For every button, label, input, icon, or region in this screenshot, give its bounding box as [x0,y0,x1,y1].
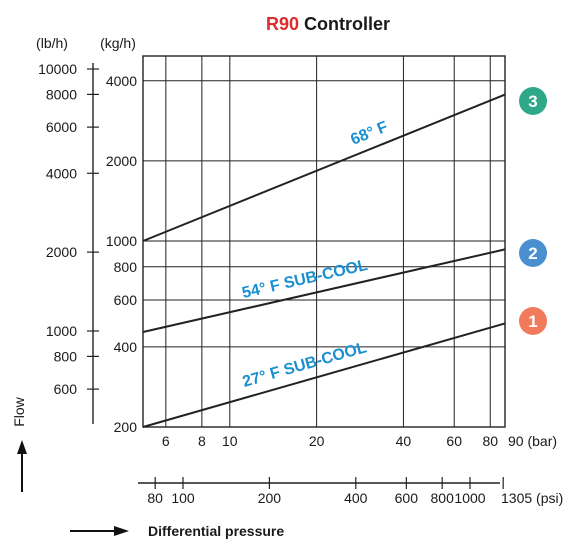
bar-tick-label: 6 [162,433,170,449]
flow-arrow-head [17,440,27,454]
kgh-tick-label: 400 [114,339,138,355]
psi-tick-label: 1000 [454,490,485,506]
svg-text:R90 Controller: R90 Controller [266,14,390,34]
bar-tick-label: 60 [446,433,462,449]
psi-tick-label: 400 [344,490,368,506]
psi-unit-label: 1305 (psi) [501,490,563,506]
bar-tick-label: 8 [198,433,206,449]
chart-title-prefix: R90 [266,14,299,34]
lbh-tick-label: 1000 [46,323,77,339]
curve-badge-number: 2 [528,244,537,263]
bar-tick-label: 20 [309,433,325,449]
kgh-tick-label: 4000 [106,73,137,89]
kgh-unit-label: (kg/h) [100,35,136,51]
curve-badge-circle [519,307,547,335]
bar-unit-label: 90 (bar) [508,433,557,449]
psi-tick-label: 80 [147,490,163,506]
flow-caption: Flow [11,396,27,426]
curve-badge-number: 3 [528,92,537,111]
psi-tick-label: 800 [431,490,455,506]
kgh-tick-label: 600 [114,292,138,308]
plot-frame [142,55,506,428]
lbh-tick-label: 6000 [46,119,77,135]
kgh-tick-label: 1000 [106,233,137,249]
curve-badge-number: 1 [528,312,537,331]
kgh-tick-label: 200 [114,419,138,435]
curve-line [142,322,506,428]
grid-lines [143,56,505,427]
pressure-arrow-head [114,526,129,536]
bar-tick-label: 80 [482,433,498,449]
kgh-tick-label: 800 [114,259,138,275]
lbh-tick-label: 2000 [46,244,77,260]
curves [142,93,506,428]
curve-badge-circle [519,87,547,115]
psi-tick-label: 600 [395,490,419,506]
curve-line [142,248,506,333]
lbh-tick-label: 8000 [46,86,77,102]
pressure-caption: Differential pressure [148,523,284,539]
psi-tick-label: 200 [258,490,282,506]
chart-title: R90 Controller [266,14,390,34]
lbh-tick-label: 10000 [38,61,77,77]
plot-area-border [142,55,506,428]
lbh-tick-label: 4000 [46,165,77,181]
lbh-unit-label: (lb/h) [36,35,68,51]
bar-tick-label: 10 [222,433,238,449]
lbh-tick-label: 600 [54,381,78,397]
axes: 200400600800100020004000(kg/h)(lb/h)6008… [36,35,563,506]
curve-line [142,93,506,242]
curve-badge-circle [519,239,547,267]
psi-tick-label: 100 [171,490,195,506]
lbh-tick-label: 800 [54,348,78,364]
chart-title-rest: Controller [299,14,390,34]
kgh-tick-label: 2000 [106,153,137,169]
curve-badges: 3 2 1 [519,87,547,335]
captions: Flow Differential pressure [11,396,284,539]
bar-tick-label: 40 [396,433,412,449]
